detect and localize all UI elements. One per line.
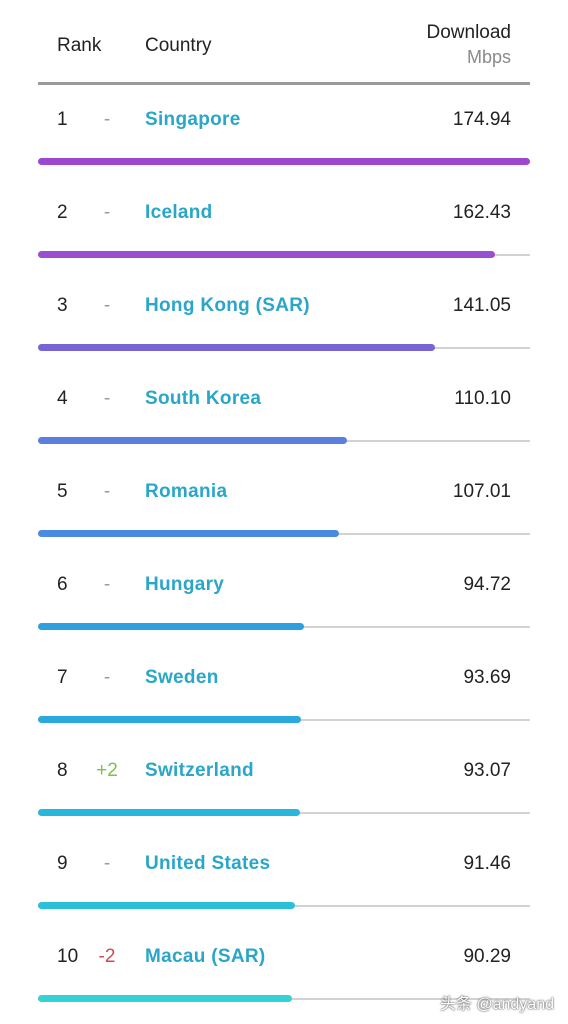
download-speed-value: 141.05	[452, 295, 511, 316]
list-item: 3 - Hong Kong (SAR) 141.05	[0, 271, 568, 364]
list-item: 8 +2 Switzerland 93.07	[0, 736, 568, 829]
watermark: 头条 @andyand	[439, 996, 554, 1013]
speed-bar	[38, 344, 435, 351]
rank-number: 4	[57, 388, 68, 409]
rank-number: 6	[57, 574, 68, 595]
country-link[interactable]: Macau (SAR)	[145, 946, 266, 967]
list-item: 1 - Singapore 174.94	[0, 85, 568, 178]
speed-bar	[38, 437, 347, 444]
download-speed-value: 110.10	[454, 388, 511, 409]
rank-number: 10	[57, 946, 79, 967]
rank-change: -	[103, 202, 111, 223]
rank-number: 5	[57, 481, 68, 502]
header-divider	[38, 82, 530, 85]
download-speed-value: 107.01	[452, 481, 511, 502]
rank-change: +2	[96, 760, 118, 781]
country-link[interactable]: United States	[145, 853, 271, 874]
download-speed-value: 94.72	[463, 574, 511, 595]
country-link[interactable]: South Korea	[145, 388, 262, 409]
ranking-list: 1 - Singapore 174.94 2 - Iceland 162.43 …	[0, 85, 568, 1015]
country-link[interactable]: Sweden	[145, 667, 219, 688]
country-link[interactable]: Romania	[145, 481, 228, 502]
speed-bar	[38, 158, 530, 165]
rank-change: -	[103, 109, 111, 130]
speed-bar	[38, 623, 304, 630]
download-speed-value: 90.29	[463, 946, 511, 967]
rank-change: -	[103, 388, 111, 409]
table-header: Rank Country Download Mbps	[0, 0, 568, 85]
rank-column-header: Rank	[57, 35, 102, 56]
download-speed-value: 91.46	[463, 853, 511, 874]
country-link[interactable]: Iceland	[145, 202, 213, 223]
list-item: 10 -2 Macau (SAR) 90.29	[0, 922, 568, 1015]
download-speed-value: 93.69	[463, 667, 511, 688]
rank-number: 2	[57, 202, 68, 223]
rank-change: -2	[98, 946, 116, 967]
speed-bar	[38, 251, 495, 258]
rank-number: 9	[57, 853, 68, 874]
country-link[interactable]: Singapore	[145, 109, 241, 130]
rank-number: 8	[57, 760, 68, 781]
rank-number: 1	[57, 109, 68, 130]
speed-bar	[38, 530, 339, 537]
country-link[interactable]: Hong Kong (SAR)	[145, 295, 310, 316]
speed-bar	[38, 809, 300, 816]
list-item: 5 - Romania 107.01	[0, 457, 568, 550]
country-link[interactable]: Hungary	[145, 574, 225, 595]
speed-bar	[38, 716, 301, 723]
list-item: 4 - South Korea 110.10	[0, 364, 568, 457]
rank-change: -	[103, 574, 111, 595]
rank-change: -	[103, 295, 111, 316]
download-speed-value: 162.43	[452, 202, 511, 223]
speed-bar	[38, 995, 292, 1002]
list-item: 2 - Iceland 162.43	[0, 178, 568, 271]
rank-change: -	[103, 481, 111, 502]
speed-bar	[38, 902, 295, 909]
rank-change: -	[103, 667, 111, 688]
download-speed-value: 93.07	[463, 760, 511, 781]
rank-number: 7	[57, 667, 68, 688]
country-column-header: Country	[145, 35, 212, 56]
rank-number: 3	[57, 295, 68, 316]
download-column-header: Download	[426, 22, 512, 43]
rank-change: -	[103, 853, 111, 874]
country-link[interactable]: Switzerland	[145, 760, 254, 781]
download-unit-label: Mbps	[466, 47, 511, 67]
list-item: 6 - Hungary 94.72	[0, 550, 568, 643]
download-speed-value: 174.94	[452, 109, 511, 130]
list-item: 9 - United States 91.46	[0, 829, 568, 922]
list-item: 7 - Sweden 93.69	[0, 643, 568, 736]
